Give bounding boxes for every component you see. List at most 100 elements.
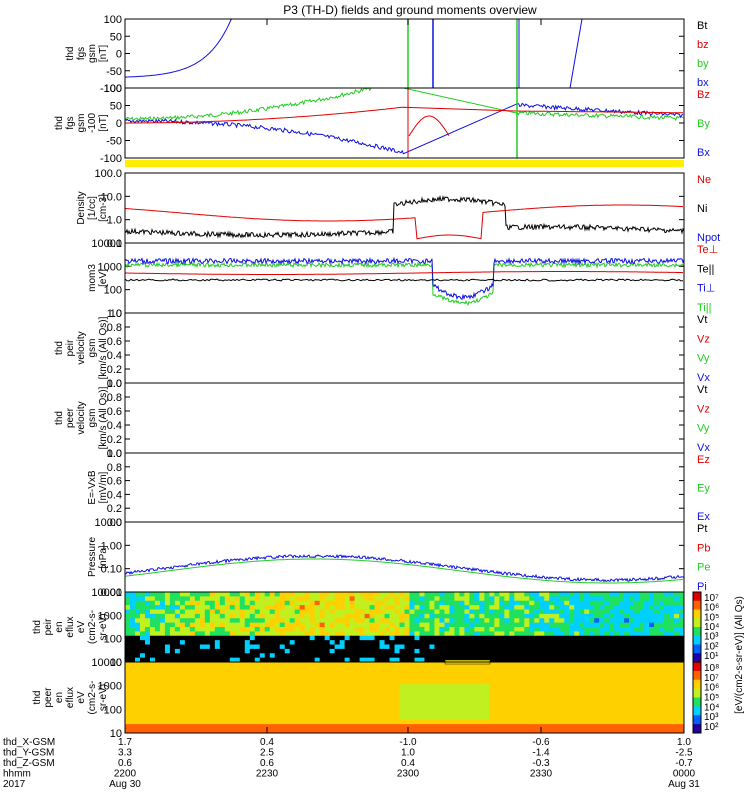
heatmap-cell: [604, 675, 610, 681]
heatmap-cell: [264, 662, 271, 667]
heatmap-cell: [294, 640, 301, 645]
heatmap-cell: [434, 679, 440, 685]
heatmap-cell: [414, 609, 420, 615]
heatmap-cell: [659, 662, 665, 667]
heatmap-cell: [234, 675, 241, 681]
heatmap-cell: [564, 724, 570, 729]
ylabel-line: velocity: [76, 401, 87, 434]
heatmap-cell: [559, 693, 565, 698]
heatmap-cell: [359, 627, 365, 632]
heatmap-cell: [509, 653, 515, 659]
heatmap-cell: [199, 715, 206, 721]
heatmap-cell: [519, 644, 525, 650]
legend-Ti⊥: Ti⊥: [697, 283, 715, 295]
heatmap-cell: [434, 728, 440, 734]
heatmap-cell: [249, 622, 256, 628]
heatmap-cell: [504, 715, 510, 721]
heatmap-cell: [189, 728, 196, 734]
heatmap-cell: [544, 710, 550, 716]
heatmap-cell: [524, 640, 530, 645]
heatmap-cell: [244, 684, 251, 690]
heatmap-cell: [234, 600, 241, 606]
heatmap-cell: [274, 648, 281, 654]
heatmap-cell: [369, 644, 375, 650]
heatmap-cell: [614, 605, 620, 610]
heatmap-cell: [279, 697, 286, 703]
heatmap-cell: [584, 670, 590, 676]
heatmap-cell: [514, 644, 520, 650]
heatmap-cell: [259, 657, 266, 663]
heatmap-cell: [434, 719, 440, 725]
heatmap-cell: [339, 679, 346, 685]
heatmap-cell: [249, 609, 256, 615]
heatmap-cell: [164, 631, 171, 637]
heatmap-cell: [364, 613, 370, 619]
heatmap-cell: [624, 724, 630, 729]
heatmap-cell: [125, 666, 131, 672]
heatmap-cell: [219, 609, 226, 615]
heatmap-cell: [299, 635, 306, 641]
heatmap-cell: [194, 662, 201, 667]
heatmap-cell: [449, 728, 455, 734]
legend-Vy: Vy: [697, 353, 710, 365]
heatmap-cell: [664, 688, 670, 694]
ylabel-line: [nT]: [98, 114, 109, 131]
heatmap-cell: [289, 627, 296, 632]
heatmap-cell: [574, 592, 580, 597]
heatmap-cell: [379, 653, 385, 659]
heatmap-cell: [459, 640, 465, 645]
heatmap-cell: [249, 618, 256, 624]
heatmap-cell: [594, 715, 600, 721]
heatmap-cell: [374, 648, 380, 654]
heatmap-cell: [579, 605, 585, 610]
heatmap-cell: [439, 679, 445, 685]
heatmap-cell: [159, 662, 166, 667]
heatmap-cell: [349, 675, 355, 681]
heatmap-cell: [269, 600, 276, 606]
heatmap-cell: [439, 662, 445, 667]
heatmap-cell: [544, 684, 550, 690]
heatmap-cell: [309, 697, 316, 703]
heatmap-cell: [549, 600, 555, 606]
heatmap-cell: [159, 728, 166, 734]
heatmap-cell: [629, 622, 635, 628]
heatmap-cell: [304, 675, 311, 681]
heatmap-cell: [159, 697, 166, 703]
heatmap-cell: [589, 635, 595, 641]
heatmap-cell: [634, 706, 640, 712]
heatmap-cell: [394, 693, 400, 698]
heatmap-cell: [594, 605, 600, 610]
heatmap-cell: [574, 697, 580, 703]
heatmap-cell: [384, 600, 390, 606]
heatmap-cell: [564, 728, 570, 734]
heatmap-cell: [509, 710, 515, 716]
heatmap-cell: [449, 644, 455, 650]
heatmap-cell: [649, 600, 655, 606]
heatmap-cell: [369, 635, 375, 641]
heatmap-cell: [479, 688, 485, 694]
heatmap-cell: [589, 640, 595, 645]
heatmap-cell: [409, 662, 415, 667]
heatmap-cell: [144, 635, 151, 641]
heatmap-cell: [264, 592, 271, 597]
heatmap-cell: [294, 679, 301, 685]
heatmap-cell: [274, 657, 281, 663]
heatmap-cell: [599, 653, 605, 659]
heatmap-cell: [404, 701, 410, 707]
heatmap-cell: [304, 622, 311, 628]
heatmap-cell: [194, 600, 201, 606]
heatmap-cell: [174, 728, 181, 734]
heatmap-cell: [454, 701, 460, 707]
heatmap-cell: [139, 592, 146, 597]
heatmap-cell: [134, 613, 141, 619]
heatmap-cell: [259, 684, 266, 690]
heatmap-cell: [494, 605, 500, 610]
heatmap-cell: [584, 653, 590, 659]
heatmap-cell: [664, 627, 670, 632]
legend-Vx: Vx: [697, 442, 710, 454]
heatmap-cell: [594, 710, 600, 716]
heatmap-cell: [669, 596, 675, 602]
heatmap-cell: [154, 640, 161, 645]
heatmap-cell: [594, 679, 600, 685]
heatmap-cell: [299, 675, 306, 681]
